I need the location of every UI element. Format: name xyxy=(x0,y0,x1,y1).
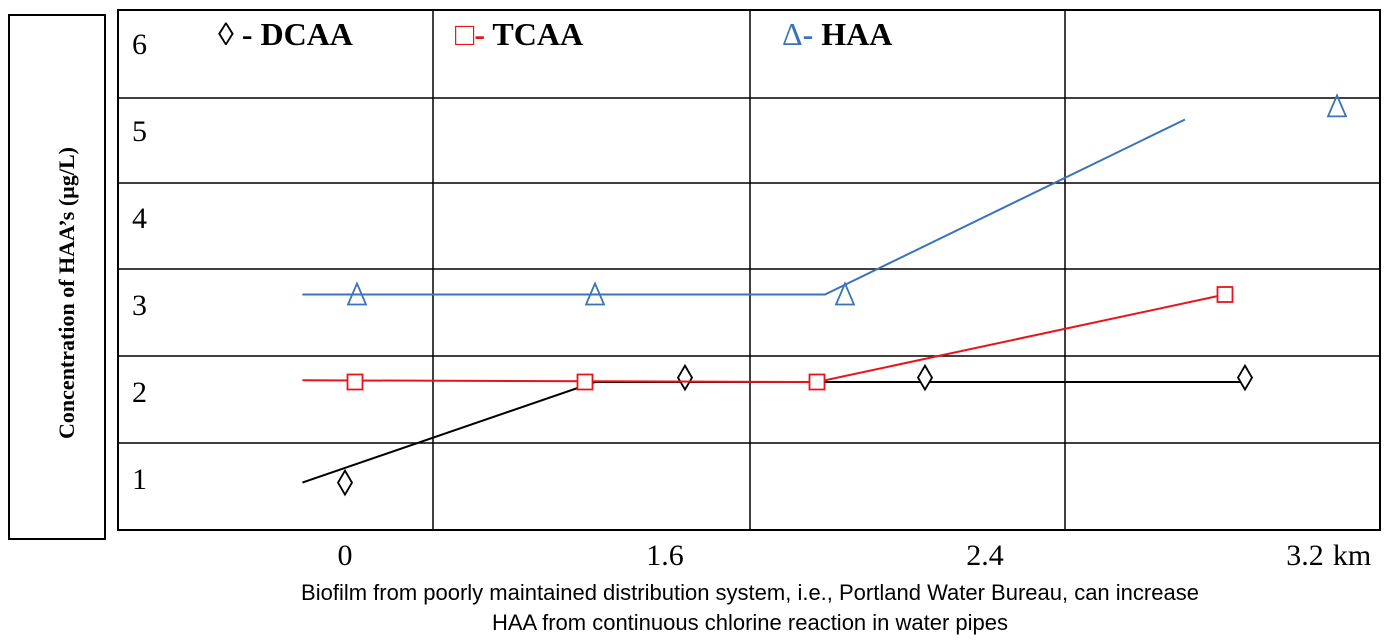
x-tick-labels: 0 1.6 2.4 3.2 km xyxy=(338,539,1372,572)
tcaa-point-marker xyxy=(346,373,364,391)
legend-entry-dcaa: ◊ - DCAA xyxy=(218,16,353,52)
haa-point-marker xyxy=(834,281,856,306)
dcaa-point-marker xyxy=(676,363,694,392)
y-axis-label-box: Concentration of HAA’s (µg/L) xyxy=(8,14,106,540)
legend-entry-haa: Δ- HAA xyxy=(782,16,892,52)
caption-line-1: Biofilm from poorly maintained distribut… xyxy=(301,580,1199,605)
tcaa-point-marker xyxy=(576,373,594,391)
chart-grid xyxy=(117,9,1381,531)
dcaa-point-marker xyxy=(916,363,934,392)
x-tick-label: 2.4 xyxy=(966,539,1004,572)
caption-line-2: HAA from continuous chlorine reaction in… xyxy=(491,610,1009,635)
legend-symbol-diamond-icon: ◊ xyxy=(218,16,234,52)
x-tick-label: 1.6 xyxy=(646,539,684,572)
plot-frame xyxy=(117,9,1381,531)
y-tick-label: 2 xyxy=(132,376,147,409)
y-tick-label: 3 xyxy=(132,289,147,322)
tcaa-point-marker xyxy=(1216,286,1234,303)
haa-point-marker xyxy=(584,281,606,306)
haa-point-marker xyxy=(346,281,368,306)
y-tick-labels: 1 2 3 4 5 6 xyxy=(132,28,147,496)
y-tick-label: 4 xyxy=(132,202,147,235)
legend-entry-tcaa: □- TCAA xyxy=(455,16,583,52)
y-tick-label: 6 xyxy=(132,28,147,61)
chart-caption: Biofilm from poorly maintained distribut… xyxy=(120,578,1380,638)
dcaa-series-line xyxy=(302,381,1245,484)
dcaa-point-marker xyxy=(336,468,354,497)
dcaa-point-marker xyxy=(1236,363,1254,392)
tcaa-point-marker xyxy=(808,373,826,391)
legend-symbol-triangle-icon: Δ xyxy=(782,16,803,52)
series xyxy=(302,93,1348,497)
x-unit-label: km xyxy=(1333,539,1371,572)
y-tick-label: 1 xyxy=(132,463,147,496)
legend-label-haa: - HAA xyxy=(803,16,893,52)
tcaa-series-line xyxy=(302,293,1226,384)
haa-series-line xyxy=(302,118,1186,296)
x-tick-label: 0 xyxy=(338,539,353,572)
haa-point-marker xyxy=(1326,93,1348,118)
legend-label-dcaa: - DCAA xyxy=(234,16,353,52)
legend-symbol-square-icon: □ xyxy=(455,16,475,52)
legend-label-tcaa: - TCAA xyxy=(474,16,583,52)
y-tick-label: 5 xyxy=(132,115,147,148)
legend: ◊ - DCAA □- TCAA Δ- HAA xyxy=(218,16,892,52)
x-tick-label: 3.2 xyxy=(1286,539,1324,572)
